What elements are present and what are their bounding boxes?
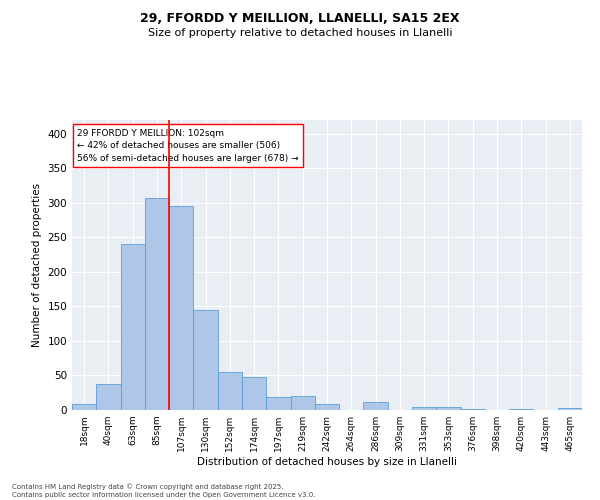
Bar (509, 408, 533, 410)
Bar (436, 407, 461, 410)
Bar (266, 397, 290, 410)
Bar (315, 404, 339, 410)
Bar (96, 384, 121, 410)
Bar (242, 377, 266, 410)
Text: 29, FFORDD Y MEILLION, LLANELLI, SA15 2EX: 29, FFORDD Y MEILLION, LLANELLI, SA15 2E… (140, 12, 460, 26)
Bar (558, 408, 582, 410)
Bar (169, 206, 193, 410)
Bar (72, 404, 96, 410)
Text: 29 FFORDD Y MEILLION: 102sqm
← 42% of detached houses are smaller (506)
56% of s: 29 FFORDD Y MEILLION: 102sqm ← 42% of de… (77, 128, 299, 162)
Text: Size of property relative to detached houses in Llanelli: Size of property relative to detached ho… (148, 28, 452, 38)
X-axis label: Distribution of detached houses by size in Llanelli: Distribution of detached houses by size … (197, 457, 457, 467)
Text: Contains HM Land Registry data © Crown copyright and database right 2025.
Contai: Contains HM Land Registry data © Crown c… (12, 484, 316, 498)
Bar (121, 244, 145, 410)
Bar (145, 198, 169, 410)
Bar (412, 406, 436, 410)
Bar (218, 372, 242, 410)
Bar (364, 402, 388, 410)
Y-axis label: Number of detached properties: Number of detached properties (32, 183, 42, 347)
Bar (193, 310, 218, 410)
Bar (290, 396, 315, 410)
